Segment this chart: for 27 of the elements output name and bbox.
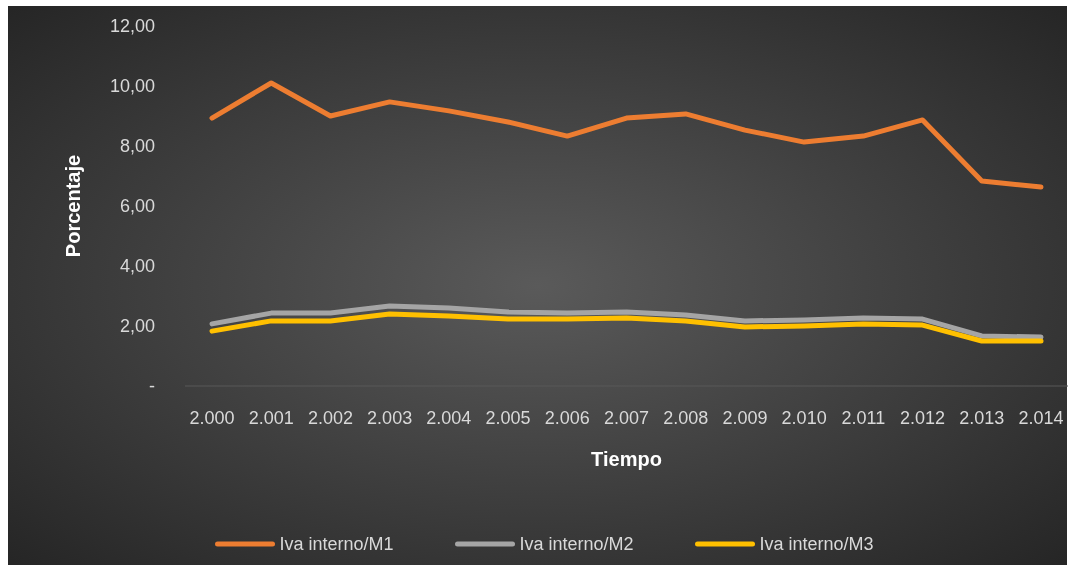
legend-label: Iva interno/M1: [279, 534, 394, 555]
y-tick-label: 4,00: [119, 256, 155, 277]
y-tick-label: -: [149, 376, 155, 397]
x-tick-label: 2.003: [367, 408, 413, 428]
x-axis-title: Tiempo: [591, 448, 662, 470]
x-tick-label: 2.004: [426, 408, 472, 428]
y-tick-label: 2,00: [119, 316, 155, 337]
legend-label: Iva interno/M2: [519, 534, 634, 555]
x-tick-label: 2.005: [485, 408, 531, 428]
y-tick-label: 6,00: [119, 196, 155, 217]
x-tick-label: 2.007: [603, 408, 650, 428]
x-tick-label: 2.011: [841, 408, 886, 428]
legend-label: Iva interno/M3: [759, 534, 874, 555]
x-tick-label: 2.012: [900, 408, 946, 428]
x-tick-label: 2.010: [781, 408, 827, 428]
x-tick-label: 2.006: [544, 408, 590, 428]
y-tick-label: 8,00: [119, 136, 155, 157]
x-tick-label: 2.014: [1018, 408, 1064, 428]
x-tick-label: 2.000: [189, 408, 235, 428]
x-tick-label: 2.001: [248, 408, 294, 428]
x-tick-label: 2.009: [722, 408, 768, 428]
y-tick-label: 12,00: [109, 16, 155, 37]
y-tick-label: 10,00: [109, 76, 155, 97]
x-tick-label: 2.008: [663, 408, 709, 428]
x-tick-label: 2.002: [307, 408, 353, 428]
x-tick-label: 2.013: [959, 408, 1005, 428]
y-axis-title: Porcentaje: [62, 154, 84, 258]
